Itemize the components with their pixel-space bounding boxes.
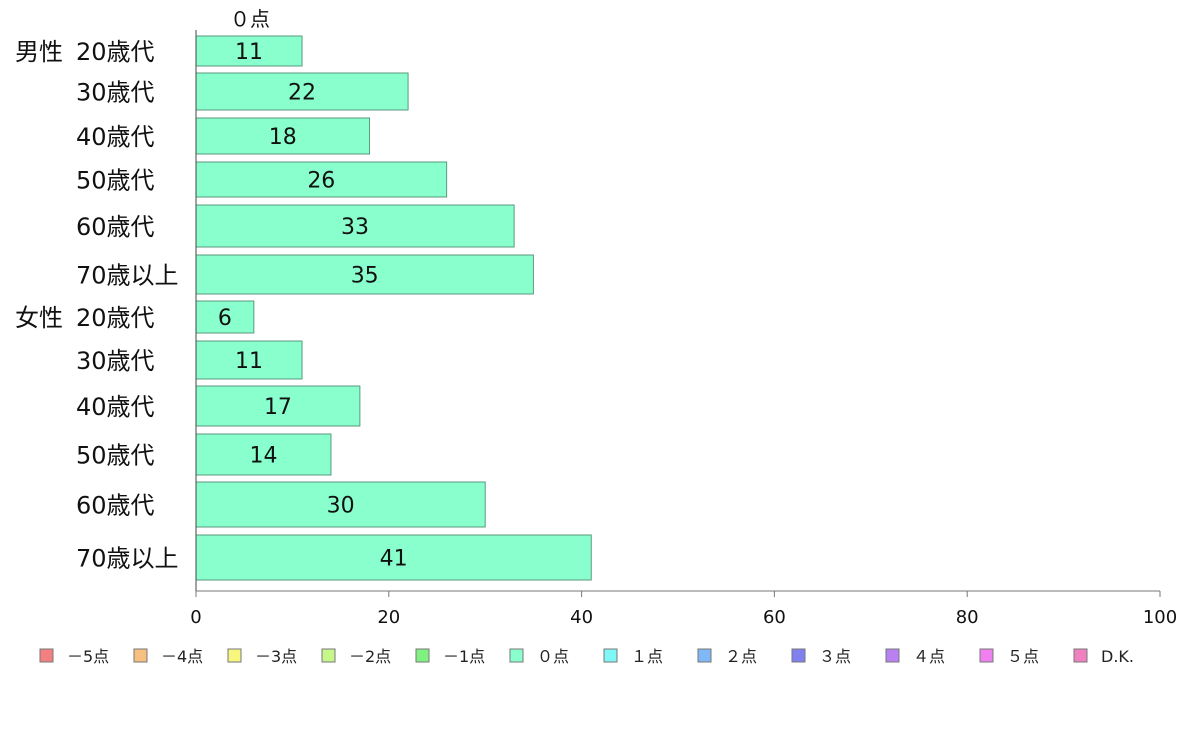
category-label-11: 60歳代 (76, 492, 155, 520)
column-header-label: ０点 (230, 7, 270, 31)
data-label-1: 11 (235, 40, 263, 65)
data-label-7: 6 (218, 306, 232, 331)
legend-label-2: －4点 (161, 647, 203, 666)
legend-swatch-6 (509, 648, 524, 663)
category-label-6: 70歳以上 (76, 262, 179, 290)
legend-label-3: －3点 (255, 647, 297, 666)
bar-11-series-1 (195, 481, 486, 528)
legend-label-5: －1点 (443, 647, 485, 666)
category-label-9: 40歳代 (76, 393, 155, 421)
bar-5-series-1 (195, 204, 515, 248)
bar-6-series-1 (195, 254, 534, 295)
legend-label-6: ０点 (537, 647, 569, 666)
legend-swatch-4 (321, 648, 336, 663)
data-label-10: 14 (249, 444, 277, 469)
legend-swatch-11 (979, 648, 994, 663)
data-label-6: 35 (351, 264, 379, 289)
category-label-5: 60歳代 (76, 213, 155, 241)
category-label-12: 70歳以上 (76, 545, 179, 573)
group-label-1: 男性 (15, 38, 63, 66)
x-tick-label-1: 0 (190, 607, 201, 628)
category-label-10: 50歳代 (76, 442, 155, 470)
category-label-7: 20歳代 (76, 304, 155, 332)
category-label-8: 30歳代 (76, 347, 155, 375)
x-tick-label-4: 60 (763, 607, 786, 628)
bar-1-series-1 (195, 35, 303, 67)
x-tick-label-2: 20 (377, 607, 400, 628)
legend-swatch-5 (415, 648, 430, 663)
legend-label-1: －5点 (67, 647, 109, 666)
category-label-4: 50歳代 (76, 167, 155, 195)
data-label-9: 17 (264, 395, 292, 420)
legend-label-7: １点 (631, 647, 663, 666)
data-label-4: 26 (307, 169, 335, 194)
x-tick-label-3: 40 (570, 607, 593, 628)
data-label-12: 41 (380, 547, 408, 572)
x-tick-label-5: 80 (956, 607, 979, 628)
legend-swatch-7 (603, 648, 618, 663)
legend-swatch-3 (227, 648, 242, 663)
bar-2-series-1 (195, 72, 409, 111)
legend-label-10: ４点 (913, 647, 945, 666)
legend-label-8: ２点 (725, 647, 757, 666)
data-label-11: 30 (327, 494, 355, 519)
data-label-2: 22 (288, 81, 316, 106)
data-label-5: 33 (341, 215, 369, 240)
legend-label-4: －2点 (349, 647, 391, 666)
legend-swatch-12 (1073, 648, 1088, 663)
bar-10-series-1 (195, 433, 332, 476)
bar-4-series-1 (195, 161, 448, 198)
category-label-2: 30歳代 (76, 79, 155, 107)
data-label-8: 11 (235, 349, 263, 374)
category-label-1: 20歳代 (76, 38, 155, 66)
legend-swatch-9 (791, 648, 806, 663)
legend-swatch-8 (697, 648, 712, 663)
bar-3-series-1 (195, 117, 371, 155)
legend-label-12: D.K. (1101, 647, 1134, 666)
legend-swatch-2 (133, 648, 148, 663)
legend-label-9: ３点 (819, 647, 851, 666)
legend-label-11: ５点 (1007, 647, 1039, 666)
bar-12-series-1 (195, 534, 592, 581)
legend-swatch-10 (885, 648, 900, 663)
data-label-3: 18 (269, 125, 297, 150)
category-label-3: 40歳代 (76, 123, 155, 151)
group-label-2: 女性 (15, 304, 63, 332)
x-tick-label-6: 100 (1143, 607, 1177, 628)
legend-swatch-1 (39, 648, 54, 663)
bar-7-series-1 (195, 300, 255, 334)
